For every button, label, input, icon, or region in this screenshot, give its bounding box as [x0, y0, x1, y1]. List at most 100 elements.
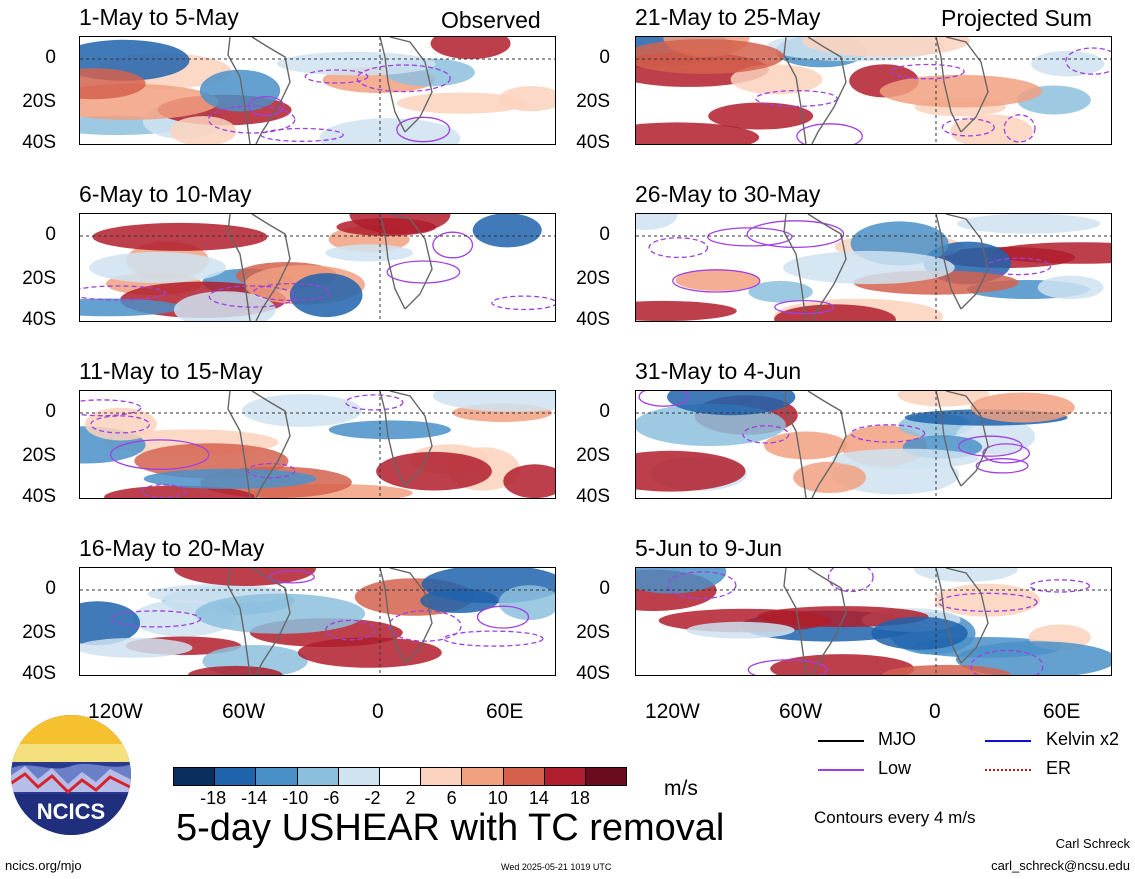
contour-note: Contours every 4 m/s: [814, 808, 976, 827]
low-contour: [672, 269, 761, 293]
footer-author: Carl Schreck: [1055, 836, 1130, 851]
shear-blob: [956, 214, 1101, 234]
south-america-west-coast: [783, 214, 807, 321]
colorbar-tick-label: 10: [487, 788, 508, 808]
x-tick-left-60w: 60W: [222, 700, 266, 723]
africa-coast-west: [935, 568, 962, 664]
observed-label: Observed: [441, 7, 541, 33]
shear-blob: [882, 664, 1012, 675]
y-tick-label: 40S: [576, 132, 610, 153]
panel-map: [79, 36, 556, 145]
colorbar-segment: [503, 768, 545, 785]
low-contour: [432, 231, 474, 259]
shear-blob: [503, 464, 555, 498]
low-contour: [1065, 47, 1111, 75]
shear-blob: [871, 616, 968, 650]
shear-blob: [783, 250, 955, 285]
y-tick-label: 20S: [22, 268, 56, 289]
shear-blob: [879, 74, 1043, 108]
y-tick-label: 40S: [576, 486, 610, 507]
shear-blob: [80, 637, 193, 658]
shear-blob: [708, 102, 814, 130]
africa-coast: [945, 568, 989, 664]
low-contour: [247, 462, 296, 479]
y-tick-label: 40S: [22, 132, 56, 153]
legend-er-label: ER: [1046, 758, 1072, 778]
south-america-coast: [807, 214, 847, 321]
low-contour: [208, 285, 297, 308]
africa-coast: [945, 391, 989, 487]
shear-blob: [498, 86, 555, 112]
shear-blob: [328, 420, 451, 440]
colorbar: [173, 767, 627, 786]
low-contour: [141, 484, 187, 498]
shear-blob: [472, 214, 542, 248]
shear-blob: [498, 585, 555, 621]
shear-blob: [80, 601, 141, 646]
south-america-west-coast: [783, 37, 807, 144]
low-contour: [1029, 579, 1091, 593]
panel-title: 16-May to 20-May: [79, 535, 265, 561]
colorbar-tick-label: -14: [241, 788, 268, 808]
africa-coast: [389, 214, 433, 310]
panel-map: [79, 390, 556, 499]
shear-blob: [636, 122, 760, 144]
colorbar-segment: [297, 768, 339, 785]
panel-title: 11-May to 15-May: [79, 358, 263, 384]
shear-blob: [636, 300, 737, 321]
legend-low-label: Low: [878, 758, 912, 778]
shear-blob: [913, 568, 1018, 582]
colorbar-tick-label: -2: [364, 788, 381, 808]
colorbar-tick-label: -10: [282, 788, 309, 808]
africa-coast: [389, 568, 433, 664]
y-tick-label: 0: [599, 224, 610, 245]
low-contour: [325, 619, 376, 641]
low-contour: [443, 630, 544, 647]
africa-coast: [389, 37, 433, 133]
low-contour: [747, 659, 828, 675]
colorbar-tick-label: -18: [200, 788, 227, 808]
y-tick-label: 0: [599, 578, 610, 599]
y-tick-label: 20S: [22, 622, 56, 643]
shear-blob: [199, 69, 281, 112]
low-contour: [386, 260, 461, 284]
shear-blob: [80, 68, 146, 100]
legend-kelvin-label: Kelvin x2: [1046, 729, 1120, 749]
shear-blob: [89, 252, 227, 283]
colorbar-units: m/s: [664, 777, 698, 800]
low-contour: [755, 89, 838, 108]
low-contour: [80, 285, 166, 301]
shear-blob: [770, 654, 915, 675]
africa-coast-west: [379, 37, 406, 133]
shear-blob: [793, 461, 866, 493]
panel-map: [635, 213, 1112, 322]
shear-blob: [636, 568, 727, 594]
low-contour: [388, 610, 462, 642]
africa-coast: [389, 391, 433, 487]
panel-title: 5-Jun to 9-Jun: [635, 535, 783, 561]
low-contour: [648, 237, 709, 259]
low-contour: [938, 592, 1038, 612]
shear-blob: [764, 431, 848, 460]
south-america-coast: [807, 568, 847, 675]
low-contour: [207, 105, 296, 134]
africa-coast-west: [935, 37, 962, 133]
y-tick-label: 0: [599, 47, 610, 68]
shear-blob: [195, 593, 366, 634]
low-contour: [356, 64, 451, 93]
africa-coast: [945, 214, 989, 310]
south-america-west-coast: [227, 568, 251, 675]
low-contour: [796, 123, 863, 144]
low-contour: [1003, 114, 1036, 143]
x-tick-right-60e: 60E: [1043, 700, 1081, 723]
africa-coast-west: [935, 391, 962, 487]
y-tick-label: 20S: [576, 445, 610, 466]
shear-blob: [832, 448, 980, 469]
shear-blob: [748, 280, 813, 303]
colorbar-segment: [379, 768, 422, 785]
footer-timestamp: Wed 2025-05-21 1019 UTC: [501, 862, 612, 872]
low-contour: [667, 571, 737, 600]
legend-mjo-line: [818, 740, 864, 742]
shear-blob: [730, 64, 823, 95]
x-tick-right-0: 0: [929, 700, 941, 723]
